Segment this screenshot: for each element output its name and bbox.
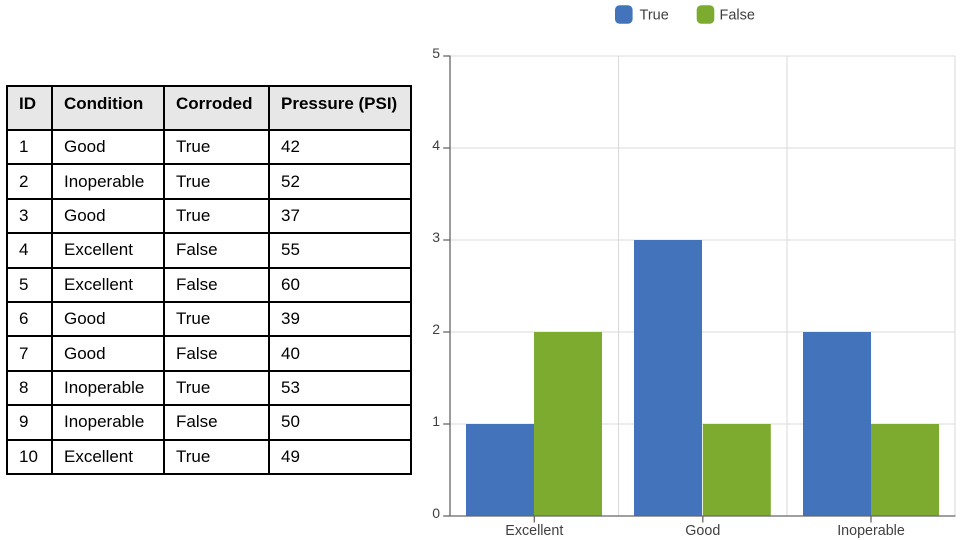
svg-text:Inoperable: Inoperable — [837, 523, 905, 539]
svg-text:0: 0 — [432, 505, 440, 521]
svg-text:4: 4 — [432, 137, 440, 153]
svg-text:Excellent: Excellent — [505, 523, 563, 539]
svg-text:2: 2 — [432, 321, 440, 337]
svg-text:Good: Good — [685, 523, 720, 539]
svg-text:True: True — [640, 7, 669, 23]
svg-text:5: 5 — [432, 45, 440, 61]
svg-text:1: 1 — [432, 413, 440, 429]
svg-text:False: False — [720, 7, 755, 23]
svg-text:3: 3 — [432, 229, 440, 245]
